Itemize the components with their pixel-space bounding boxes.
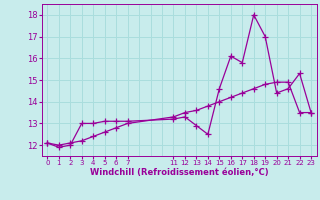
X-axis label: Windchill (Refroidissement éolien,°C): Windchill (Refroidissement éolien,°C) [90, 168, 268, 177]
